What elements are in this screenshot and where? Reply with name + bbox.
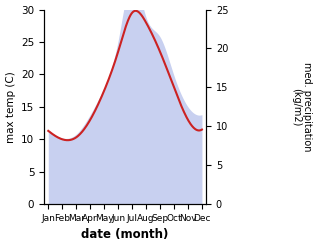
Y-axis label: max temp (C): max temp (C) bbox=[5, 71, 16, 143]
X-axis label: date (month): date (month) bbox=[81, 228, 169, 242]
Y-axis label: med. precipitation
(kg/m2): med. precipitation (kg/m2) bbox=[291, 62, 313, 152]
